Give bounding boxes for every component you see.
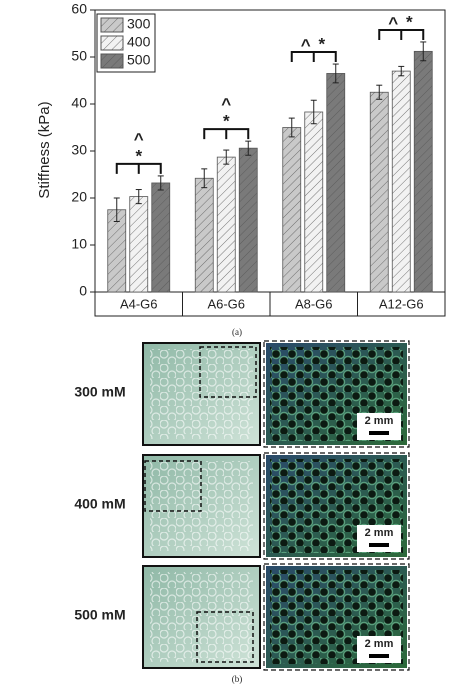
bar — [391, 70, 411, 293]
panel-label: (b) — [232, 674, 243, 684]
concentration-label: 300 mM — [74, 384, 125, 400]
y-tick-label: 50 — [71, 48, 87, 64]
bar — [326, 73, 346, 293]
scale-bar-box — [357, 413, 401, 440]
legend-hatch — [101, 18, 123, 32]
error-bar — [398, 65, 405, 77]
error-bar — [420, 41, 427, 62]
bar — [216, 156, 236, 293]
x-tick-label: A12-G6 — [379, 296, 424, 311]
scale-bar — [369, 654, 389, 658]
y-tick-label: 40 — [71, 95, 87, 111]
bar — [369, 91, 389, 293]
scale-bar — [369, 543, 389, 547]
bar — [413, 50, 433, 293]
error-bar — [157, 175, 164, 191]
concentration-label: 400 mM — [74, 496, 125, 512]
error-bar — [245, 140, 252, 156]
error-bar — [376, 84, 383, 100]
bar — [129, 196, 149, 293]
zoom-region — [199, 346, 257, 398]
micrograph-frame — [263, 563, 410, 671]
legend-hatch — [101, 36, 123, 50]
micrograph-frame — [263, 452, 410, 560]
significance-mark: * — [406, 12, 413, 31]
bar — [194, 177, 214, 293]
significance-mark: ^ — [221, 95, 231, 114]
error-bar — [288, 117, 295, 138]
significance-mark: * — [318, 35, 325, 54]
error-bar — [310, 99, 317, 125]
x-tick-label: A8-G6 — [295, 296, 333, 311]
legend: 300 400 500 — [96, 13, 156, 73]
concentration-label: 500 mM — [74, 607, 125, 623]
bar — [304, 111, 324, 293]
zoom-region — [196, 611, 254, 663]
error-bar — [332, 63, 339, 84]
y-tick-label: 0 — [79, 283, 87, 299]
significance-bracket — [203, 128, 250, 140]
significance-mark: ^ — [301, 36, 311, 55]
scale-bar-label: 2 mm — [365, 415, 394, 427]
significance-mark: * — [135, 146, 142, 165]
scale-bar-label: 2 mm — [365, 638, 394, 650]
y-tick-label: 20 — [71, 189, 87, 205]
photo-texture — [150, 349, 253, 439]
x-tick-label: A4-G6 — [120, 296, 158, 311]
significance-mark: ^ — [134, 129, 144, 148]
zoom-region — [144, 460, 202, 512]
bar — [238, 147, 258, 293]
significance-bracket — [115, 162, 162, 174]
y-tick-label: 60 — [71, 1, 87, 17]
error-bar — [223, 149, 230, 165]
bar — [151, 182, 171, 293]
error-bar — [201, 168, 208, 189]
micrograph-frame — [263, 340, 410, 448]
bar — [107, 209, 127, 293]
panel-label: (a) — [232, 327, 242, 337]
x-tick-label: A6-G6 — [207, 296, 245, 311]
error-bar — [135, 189, 142, 205]
photo-texture — [150, 572, 253, 662]
y-tick-label: 10 — [71, 236, 87, 252]
legend-label: 400 — [127, 34, 151, 50]
bar — [282, 127, 302, 293]
legend-label: 500 — [127, 52, 151, 68]
scale-bar-box — [357, 636, 401, 663]
legend-hatch — [101, 54, 123, 68]
error-bar — [113, 197, 120, 222]
y-axis-label: Stiffness (kPa) — [36, 101, 53, 198]
significance-bracket — [290, 51, 337, 63]
scale-bar-label: 2 mm — [365, 527, 394, 539]
scale-bar — [369, 431, 389, 435]
significance-mark: * — [223, 112, 230, 131]
legend-label: 300 — [127, 16, 151, 32]
scale-bar-box — [357, 525, 401, 552]
significance-bracket — [378, 28, 425, 40]
significance-mark: ^ — [388, 13, 398, 32]
y-tick-label: 30 — [71, 142, 87, 158]
